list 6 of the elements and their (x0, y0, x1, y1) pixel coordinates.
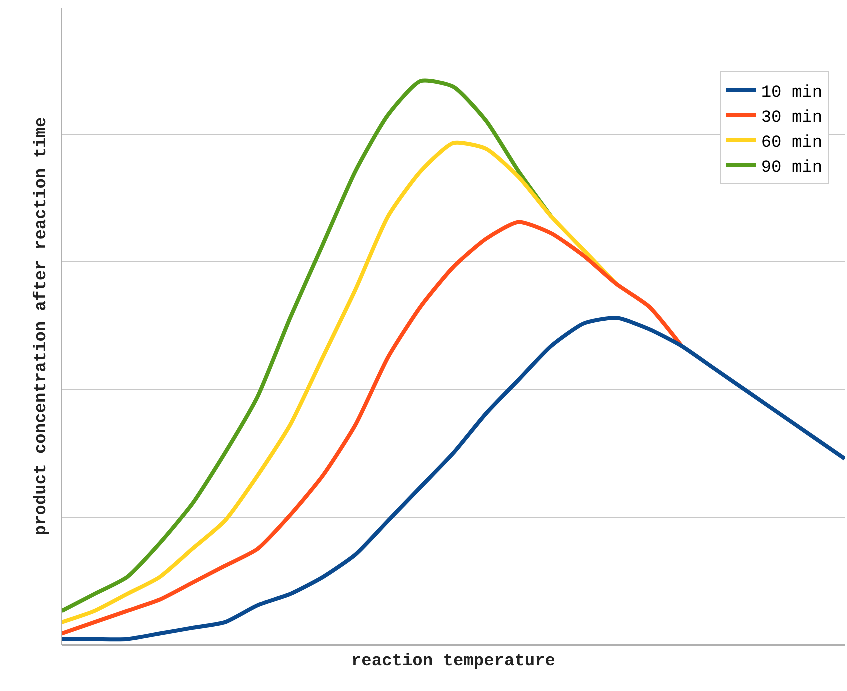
x-axis-title: reaction temperature (351, 652, 556, 672)
legend-label: 10 min (761, 84, 823, 103)
y-axis-title: product concentration after reaction time (32, 117, 52, 536)
legend-label: 90 min (761, 159, 823, 178)
legend-label: 30 min (761, 108, 823, 128)
legend-label: 60 min (761, 134, 823, 154)
